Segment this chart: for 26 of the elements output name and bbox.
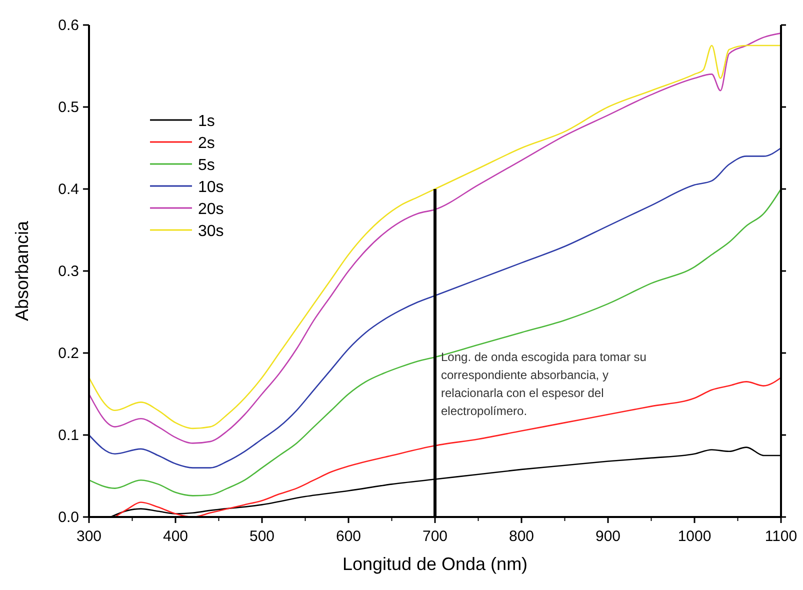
x-tick-label: 300 [76,528,102,545]
legend-label: 30s [198,223,224,240]
x-tick-label: 1000 [678,528,712,545]
y-tick-label: 0.0 [58,509,79,526]
y-tick-label: 0.1 [58,427,79,444]
x-tick-label: 700 [422,528,448,545]
y-tick-label: 0.6 [58,17,79,34]
x-tick-label: 600 [336,528,362,545]
y-tick-label: 0.5 [58,99,79,116]
legend-label: 5s [198,157,215,174]
y-tick-label: 0.3 [58,263,79,280]
legend-label: 10s [198,179,224,196]
legend-label: 20s [198,201,224,218]
x-axis-title: Longitud de Onda (nm) [342,554,528,574]
ref-line-label: Long. de onda escogida para tomar su correspondiente absorbancia, y relacionarla con el espesor del electropolímero. [441,350,646,418]
y-tick-label: 0.2 [58,345,79,362]
legend-label: 1s [198,113,215,130]
x-tick-label: 500 [249,528,275,545]
x-tick-label: 1100 [764,528,798,545]
x-tick-label: 900 [595,528,621,545]
y-tick-label: 0.4 [58,181,79,198]
x-tick-label: 800 [508,528,534,545]
legend-label: 2s [198,135,215,152]
line-series [88,147,782,468]
y-axis-title: Absorbancia [12,220,32,322]
x-tick-label: 400 [162,528,188,545]
